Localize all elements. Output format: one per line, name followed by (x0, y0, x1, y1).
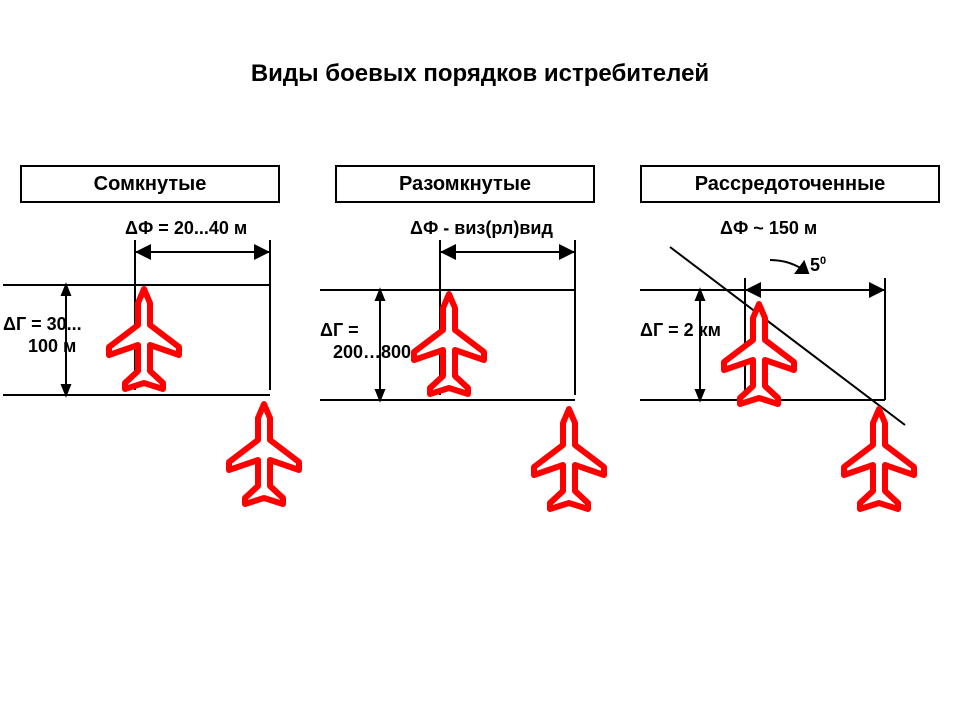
panel-label-3: Рассредоточенные (640, 165, 940, 203)
diagram-stage: Виды боевых порядков истребителей Сомкну… (0, 0, 960, 720)
gamma-caption-1a: ΔГ = 30... (3, 314, 82, 335)
gamma-caption-3: ΔГ = 2 км (640, 320, 721, 341)
page-title: Виды боевых порядков истребителей (0, 60, 960, 88)
phi-caption-3: ΔФ ~ 150 м (720, 218, 817, 239)
plane-c2 (840, 405, 918, 515)
phi-caption-1: ΔФ = 20...40 м (125, 218, 247, 239)
panel-1-text: Сомкнутые (94, 173, 207, 196)
angle-sup: 0 (820, 255, 826, 267)
plane-b1 (410, 290, 488, 400)
gamma-caption-2a: ΔГ = (320, 320, 359, 341)
gamma-caption-1b: 100 м (28, 336, 76, 357)
plane-a1 (105, 285, 183, 395)
plane-a2 (225, 400, 303, 510)
angle-caption-3: 50 (810, 255, 826, 276)
plane-c1 (720, 300, 798, 410)
plane-b2 (530, 405, 608, 515)
panel-2-text: Разомкнутые (399, 173, 531, 196)
phi-caption-2: ΔФ - виз(рл)вид (410, 218, 553, 239)
panel-3-text: Рассредоточенные (695, 173, 886, 196)
panel-label-1: Сомкнутые (20, 165, 280, 203)
angle-value: 5 (810, 255, 820, 275)
panel-label-2: Разомкнутые (335, 165, 595, 203)
